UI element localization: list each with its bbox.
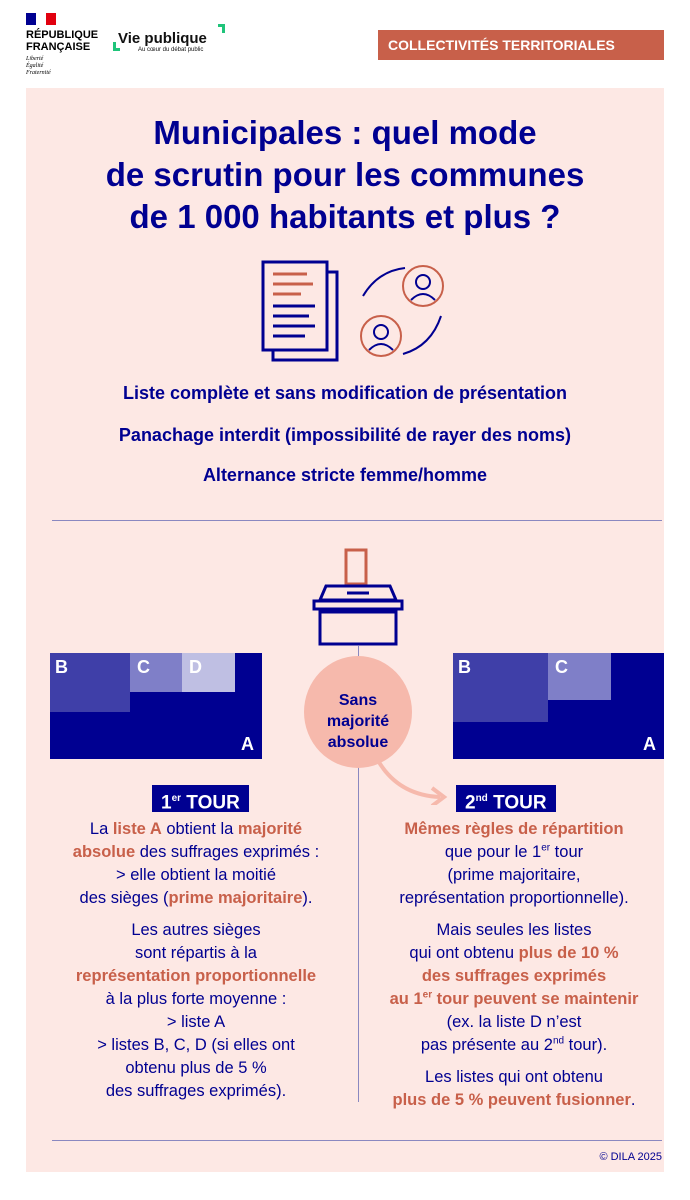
round1-text: La liste A obtient la majorité absolue d…	[40, 818, 352, 1112]
text: La	[89, 820, 113, 838]
paragraph: La liste A obtient la majorité absolue d…	[40, 818, 352, 910]
text: Les autres sièges sont répartis à la	[131, 921, 261, 962]
vie-publique-corner-icon	[113, 42, 120, 51]
text: tour (prime majoritaire, représentation …	[399, 843, 629, 907]
copyright: © DILA 2025	[599, 1151, 662, 1163]
text: Les listes qui ont obtenu	[425, 1068, 603, 1086]
motto: Liberté Égalité Fraternité	[26, 56, 51, 76]
highlighted-text: représentation proportionnelle	[75, 967, 317, 985]
text: à la plus forte moyenne : > liste A > li…	[97, 990, 295, 1100]
highlighted-text: tour peuvent se maintenir	[432, 990, 639, 1008]
list-label-c: C	[137, 657, 150, 677]
text: ).	[302, 889, 313, 907]
round1-label: 1er TOUR	[152, 785, 249, 813]
rule-3: Alternance stricte femme/homme	[202, 465, 488, 485]
highlighted-text: liste A	[112, 820, 162, 838]
republique-francaise-logo: RÉPUBLIQUE FRANÇAISE	[26, 29, 99, 53]
text: Mais seules les listes qui ont obtenu	[409, 921, 592, 962]
divider	[52, 1140, 662, 1141]
round2-seat-chart: A B C	[453, 653, 664, 759]
vie-publique-logo: Vie publique	[118, 30, 207, 47]
text: obtient la	[161, 820, 238, 838]
text: tour).	[564, 1036, 608, 1054]
no-majority-bubble: Sans majorité absolue	[326, 692, 390, 751]
highlighted-text: Mêmes règles de répartition	[404, 820, 624, 838]
list-label-a: A	[241, 734, 254, 754]
center-divider	[358, 646, 359, 1102]
highlighted-text: plus de 10 % des suffrages exprimés au 1	[389, 944, 619, 1008]
paragraph: Les listes qui ont obtenu plus de 5 % pe…	[364, 1066, 664, 1112]
list-label-d: D	[189, 657, 202, 677]
text: que pour le 1	[444, 843, 542, 861]
text: er	[541, 842, 551, 854]
text: des suffrages exprimés : > elle obtient …	[79, 843, 320, 907]
highlighted-text: majorité	[237, 820, 303, 838]
text: .	[630, 1091, 636, 1109]
rule-2: Panachage interdit (impossibilité de ray…	[118, 425, 572, 445]
paragraph: Mêmes règles de répartition que pour le …	[364, 818, 664, 910]
bubble-arrow	[304, 656, 448, 805]
vie-publique-tagline: Au cœur du débat public	[138, 47, 204, 53]
paragraph: Mais seules les listes qui ont obtenu pl…	[364, 919, 664, 1057]
list-label-c: C	[555, 657, 568, 677]
text: nd	[552, 1035, 565, 1047]
divider	[52, 520, 662, 521]
list-label-b: B	[55, 657, 68, 677]
highlighted-text: er	[422, 989, 433, 1001]
ballot-box-icon	[312, 548, 404, 646]
paragraph: Les autres sièges sont répartis à la rep…	[40, 919, 352, 1103]
highlighted-text: absolue	[72, 843, 136, 861]
round2-text: Mêmes règles de répartition que pour le …	[364, 818, 664, 1121]
round2-label: 2nd TOUR	[456, 785, 556, 813]
french-flag-logo	[26, 13, 56, 25]
rule-1: Liste complète et sans modification de p…	[122, 383, 568, 403]
text: (ex. la liste D n’est pas présente au 2	[420, 1013, 582, 1054]
list-label-b: B	[458, 657, 471, 677]
list-label-a: A	[643, 734, 656, 754]
infographic-panel	[26, 88, 664, 1172]
ballot-list-exchange-icon	[261, 260, 444, 362]
vie-publique-corner-icon	[218, 24, 225, 33]
highlighted-text: prime majoritaire	[168, 889, 303, 907]
page-title: Municipales : quel mode de scrutin pour …	[105, 114, 585, 235]
round1-seat-chart: A B C D	[50, 653, 262, 759]
category-banner: COLLECTIVITÉS TERRITORIALES	[378, 30, 664, 60]
highlighted-text: plus de 5 % peuvent fusionner	[392, 1091, 631, 1109]
